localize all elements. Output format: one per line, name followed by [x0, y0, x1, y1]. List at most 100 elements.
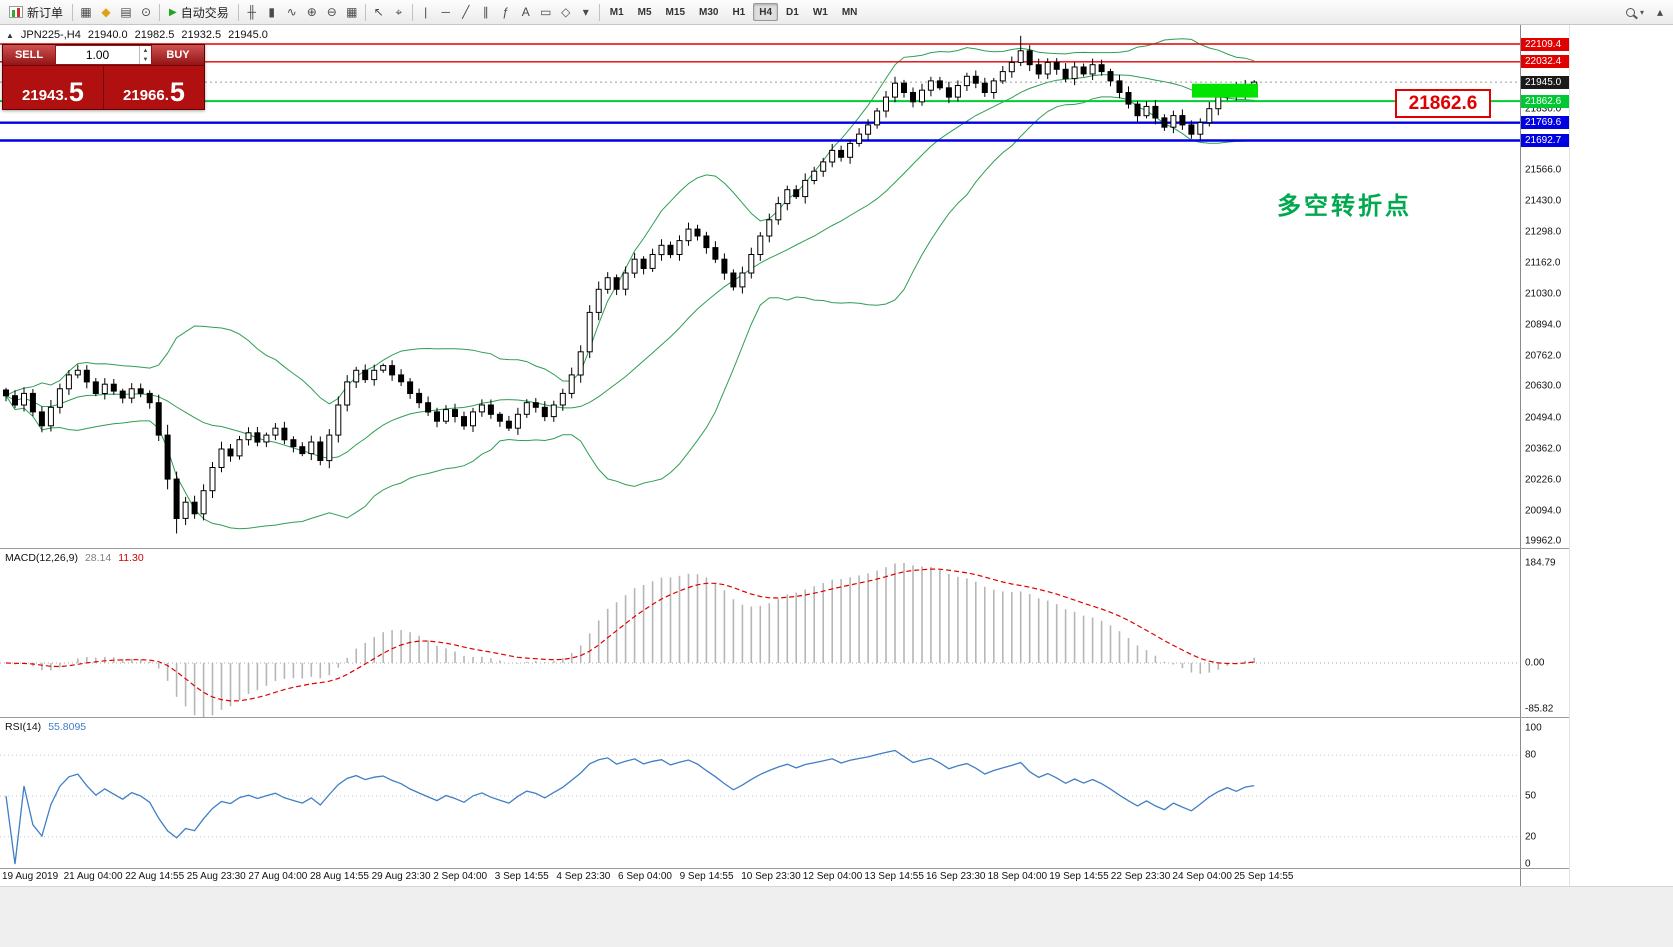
- macd-scale-label: 0.00: [1525, 657, 1545, 669]
- high-value: 21982.5: [134, 29, 175, 41]
- rsi-panel[interactable]: RSI(14) 55.8095: [0, 718, 1520, 868]
- price-scale-label: 20094.0: [1525, 505, 1562, 517]
- shapes-icon[interactable]: ◇: [561, 5, 571, 19]
- macd-signal-value: 11.30: [118, 552, 144, 564]
- volume-stepper: ▲ ▼: [139, 46, 151, 64]
- volume-value: 1.00: [85, 48, 110, 62]
- macd-scale: 184.79 0.00 -85.82: [1521, 549, 1569, 717]
- new-order-label: 新订单: [27, 5, 64, 20]
- close-value: 21945.0: [228, 29, 268, 41]
- volume-up-icon[interactable]: ▲: [142, 47, 149, 54]
- zoom-in-icon[interactable]: ⊕: [306, 5, 317, 19]
- buy-price-main: 21966.: [123, 87, 169, 104]
- zoom-out-icon[interactable]: ⊖: [326, 5, 337, 19]
- timeframe-h4-button[interactable]: H4: [753, 3, 779, 21]
- timeframe-m1-button[interactable]: M1: [609, 6, 624, 18]
- time-axis-label: 25 Aug 23:30: [186, 871, 246, 882]
- rsi-chart[interactable]: [0, 718, 1520, 868]
- timeframe-m30-button[interactable]: M30: [699, 6, 719, 18]
- macd-scale-label: -85.82: [1525, 703, 1554, 715]
- volume-input[interactable]: 1.00 ▲ ▼: [56, 46, 151, 64]
- channel-icon[interactable]: ∥: [482, 5, 489, 19]
- price-scale-label: 20762.0: [1525, 350, 1562, 362]
- timeframe-m5-button[interactable]: M5: [637, 6, 652, 18]
- price-level-label[interactable]: 21862.6: [1395, 89, 1491, 118]
- time-axis-label: 18 Sep 04:00: [987, 871, 1048, 882]
- crosshair-icon[interactable]: ⌖: [395, 4, 403, 19]
- new-order-button[interactable]: 新订单: [3, 2, 69, 22]
- timeframe-mn-button[interactable]: MN: [841, 6, 858, 18]
- price-scale-label: 20630.0: [1525, 380, 1562, 392]
- time-axis: 19 Aug 2019 21 Aug 04:00 22 Aug 14:55 25 Au…: [0, 869, 1569, 886]
- price-scale-label: 21566.0: [1525, 164, 1562, 176]
- sell-price[interactable]: 21943. 5: [3, 66, 104, 109]
- chart-annotation[interactable]: 多空转折点: [1277, 193, 1412, 220]
- fibonacci-icon[interactable]: ƒ: [502, 5, 510, 19]
- tile-windows-icon[interactable]: ▦: [346, 5, 358, 19]
- timeframe-h1-button[interactable]: H1: [732, 6, 746, 18]
- cursor-icon[interactable]: ↖: [373, 5, 384, 19]
- macd-chart[interactable]: [0, 549, 1520, 718]
- trendline-icon[interactable]: ╱: [462, 5, 470, 19]
- buy-button[interactable]: BUY: [152, 45, 204, 65]
- history-center-icon[interactable]: ⊙: [140, 5, 152, 19]
- toolbar-separator: [159, 3, 161, 21]
- time-axis-label: 25 Sep 14:55: [1234, 871, 1294, 882]
- drawing-tools-group: | ─ ╱ ∥ ƒ A ▭ ◇ ▾: [416, 2, 596, 22]
- chart-info-line: ▲ JPN225-,H4 21940.0 21982.5 21932.5 219…: [6, 29, 268, 41]
- line-chart-icon[interactable]: ∿: [286, 5, 297, 19]
- horizontal-line-icon[interactable]: ─: [441, 5, 450, 19]
- collapse-triangle-icon[interactable]: ▲: [6, 30, 14, 40]
- autotrading-label: 自动交易: [180, 5, 229, 20]
- buy-price[interactable]: 21966. 5: [104, 66, 204, 109]
- macd-panel[interactable]: MACD(12,26,9) 28.14 11.30: [0, 549, 1520, 718]
- arrows-dropdown-icon[interactable]: ▾: [582, 5, 589, 19]
- sell-button[interactable]: SELL: [3, 45, 55, 65]
- zoom-group: ⊕ ⊖ ▦: [302, 2, 362, 22]
- timeframe-d1-button[interactable]: D1: [786, 6, 799, 18]
- price-tag: 21862.6: [1521, 94, 1569, 108]
- price-tag: 21692.7: [1521, 133, 1569, 147]
- toolbar: 新订单 ▦ ◆ ▤ ⊙ ▶ 自动交易 ╫ ▮ ∿ ⊕ ⊖ ▦ ↖ ⌖ | ─ ╱ ∥ ƒ A ▭ ◇ ▾ M1 M…: [0, 0, 1673, 25]
- price-scale-label: 21162.0: [1525, 257, 1561, 269]
- panel-separator[interactable]: [0, 548, 1569, 549]
- price-scale-label: 20226.0: [1525, 474, 1562, 486]
- candlestick-chart-icon[interactable]: ▮: [268, 5, 276, 19]
- market-watch-icon[interactable]: ◆: [101, 5, 111, 19]
- rsi-scale-label: 20: [1525, 831, 1537, 843]
- bottom-strip: [0, 886, 1673, 947]
- bar-chart-icon[interactable]: ╫: [247, 5, 256, 19]
- time-axis-label: 29 Aug 23:30: [371, 871, 431, 882]
- window-edge-line: [1569, 25, 1570, 886]
- label-icon[interactable]: ▭: [540, 5, 552, 19]
- search-icon: [1625, 7, 1635, 17]
- rsi-indicator-label: RSI(14) 55.8095: [5, 721, 86, 733]
- symbol-search[interactable]: ▾: [1620, 2, 1650, 22]
- one-click-trading-panel: SELL 1.00 ▲ ▼ BUY 21943. 5 21966. 5: [2, 44, 205, 110]
- toolbar-separator: [364, 3, 366, 21]
- price-scale-label: 20362.0: [1525, 443, 1562, 455]
- toolbar-separator: [598, 3, 600, 21]
- vertical-line-icon[interactable]: |: [424, 5, 428, 19]
- timeframe-m15-button[interactable]: M15: [665, 6, 685, 18]
- buy-price-big-digit: 5: [169, 77, 185, 107]
- charts-grid-icon[interactable]: ▦: [80, 5, 92, 19]
- candlestick-chart[interactable]: [0, 25, 1520, 548]
- chart-area[interactable]: ▲ JPN225-,H4 21940.0 21982.5 21932.5 219…: [0, 25, 1520, 548]
- panel-separator[interactable]: [0, 717, 1569, 718]
- price-scale-label: 21430.0: [1525, 195, 1562, 207]
- sell-price-main: 21943.: [22, 87, 68, 104]
- text-icon[interactable]: A: [521, 5, 530, 19]
- rsi-scale-label: 50: [1525, 790, 1537, 802]
- price-tag: 21945.0: [1521, 75, 1569, 89]
- time-axis-label: 21 Aug 04:00: [63, 871, 123, 882]
- toolbar-overflow-icon[interactable]: ▴: [1656, 5, 1664, 19]
- timeframe-w1-button[interactable]: W1: [812, 6, 828, 18]
- low-value: 21932.5: [181, 29, 222, 41]
- price-tag: 21769.6: [1521, 116, 1569, 130]
- data-window-icon[interactable]: ▤: [120, 5, 132, 19]
- price-scale-label: 20494.0: [1525, 412, 1562, 424]
- price-scale-label: 21030.0: [1525, 288, 1562, 300]
- autotrading-button[interactable]: ▶ 自动交易: [163, 2, 235, 22]
- volume-down-icon[interactable]: ▼: [142, 56, 149, 63]
